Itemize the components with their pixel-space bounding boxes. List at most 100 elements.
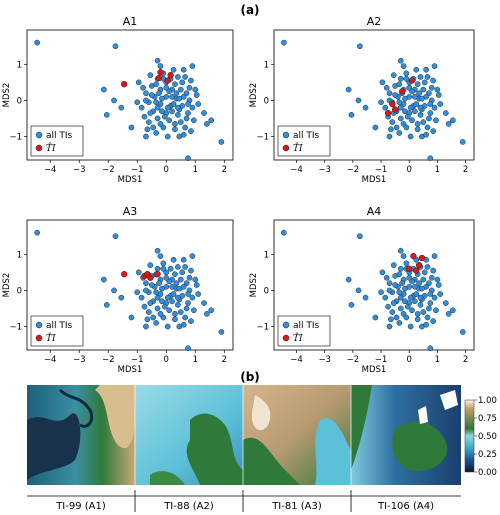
ti-point xyxy=(101,86,107,93)
ti-point xyxy=(191,117,197,124)
ti-point xyxy=(185,291,191,297)
x-tick-label: 2 xyxy=(222,165,227,175)
ti-point xyxy=(397,75,404,82)
ti-point xyxy=(400,121,407,127)
selected-ti-point xyxy=(121,81,128,88)
ti-point xyxy=(355,287,362,294)
ti-point xyxy=(409,307,415,314)
ti-point xyxy=(134,289,141,296)
ti-point xyxy=(423,321,429,328)
ti-point xyxy=(179,79,186,86)
ti-point xyxy=(141,113,148,120)
ti-point xyxy=(386,133,393,140)
y-tick-label: 0 xyxy=(264,96,269,106)
ti-point xyxy=(426,115,432,122)
ti-point xyxy=(399,280,405,287)
ti-point xyxy=(348,302,355,308)
ti-point xyxy=(390,72,397,78)
ti-point xyxy=(404,303,411,310)
ti-point xyxy=(150,314,157,321)
x-tick-label: 0 xyxy=(407,355,412,365)
x-tick-label: −1 xyxy=(375,355,388,365)
selected-ti-point xyxy=(167,71,174,79)
ti-point xyxy=(153,81,159,87)
ti-point xyxy=(357,233,363,240)
ti-point xyxy=(175,74,181,80)
panel-title: A3 xyxy=(123,205,138,218)
ti-point xyxy=(118,104,125,111)
y-tick-label: −1 xyxy=(256,133,269,143)
ti-point xyxy=(437,291,444,297)
selected-ti-point xyxy=(410,252,417,260)
ti-point xyxy=(397,305,404,312)
ti-point xyxy=(407,323,414,330)
ti-point xyxy=(396,130,403,136)
ti-point xyxy=(378,99,384,106)
ti-point xyxy=(426,305,432,312)
ti-point xyxy=(434,86,441,93)
ti-point xyxy=(175,302,181,308)
ti-point xyxy=(443,110,449,116)
ti-point xyxy=(443,300,449,306)
ti-point xyxy=(170,101,177,107)
ti-point xyxy=(424,74,431,80)
ti-point xyxy=(406,84,413,91)
ti-point xyxy=(175,294,181,301)
ti-point xyxy=(400,253,407,259)
ti-point xyxy=(397,247,404,254)
ti-point xyxy=(204,121,210,127)
ti-point xyxy=(157,311,164,317)
ti-point xyxy=(400,63,407,69)
x-axis-label: MDS1 xyxy=(118,175,143,185)
ti-point xyxy=(154,265,161,272)
selected-ti-point xyxy=(413,267,420,274)
ti-point xyxy=(357,43,363,50)
ti-point xyxy=(188,128,194,134)
x-tick-label: −2 xyxy=(347,355,360,365)
ti-point xyxy=(103,112,110,118)
ti-point xyxy=(144,316,151,323)
selected-ti-point xyxy=(418,254,426,262)
y-tick-label: 1 xyxy=(264,60,269,70)
ti-point xyxy=(201,110,207,116)
ti-point xyxy=(397,57,404,64)
ti-point xyxy=(407,104,414,111)
ti-point xyxy=(111,97,117,104)
ti-point xyxy=(433,307,439,314)
ti-point xyxy=(427,345,434,352)
ti-point xyxy=(417,302,424,308)
ti-point xyxy=(175,264,181,270)
ti-point xyxy=(172,126,178,133)
ti-point xyxy=(433,117,439,124)
ti-point xyxy=(177,119,184,125)
ti-point xyxy=(147,110,154,116)
ti-point xyxy=(180,321,187,328)
ti-point xyxy=(166,117,172,124)
map-a4 xyxy=(351,385,461,485)
ti-point xyxy=(208,307,215,314)
colorbar-tick-label: 0.75 xyxy=(478,414,497,424)
ti-point xyxy=(103,302,110,308)
legend-all-marker xyxy=(282,321,290,329)
x-tick-label: 2 xyxy=(222,355,227,365)
ti-point xyxy=(397,294,404,301)
ti-point xyxy=(402,298,408,305)
ti-point xyxy=(153,99,159,106)
legend-selected-label: T̂I xyxy=(293,142,303,154)
ti-point xyxy=(428,84,435,91)
ti-point xyxy=(403,75,410,82)
ti-point xyxy=(396,81,403,87)
ti-point xyxy=(403,260,410,267)
colorbar-tick-label: 0.25 xyxy=(478,450,497,460)
ti-point xyxy=(407,294,414,301)
ti-point xyxy=(185,345,191,352)
ti-point xyxy=(189,63,196,69)
x-tick-label: 1 xyxy=(435,355,440,365)
ti-point xyxy=(414,316,421,323)
ti-point xyxy=(417,74,424,80)
ti-point xyxy=(143,280,149,287)
ti-point xyxy=(183,115,190,122)
ti-point xyxy=(412,108,418,115)
x-tick-label: −2 xyxy=(102,165,115,175)
legend-selected-label: T̂I xyxy=(46,332,56,344)
